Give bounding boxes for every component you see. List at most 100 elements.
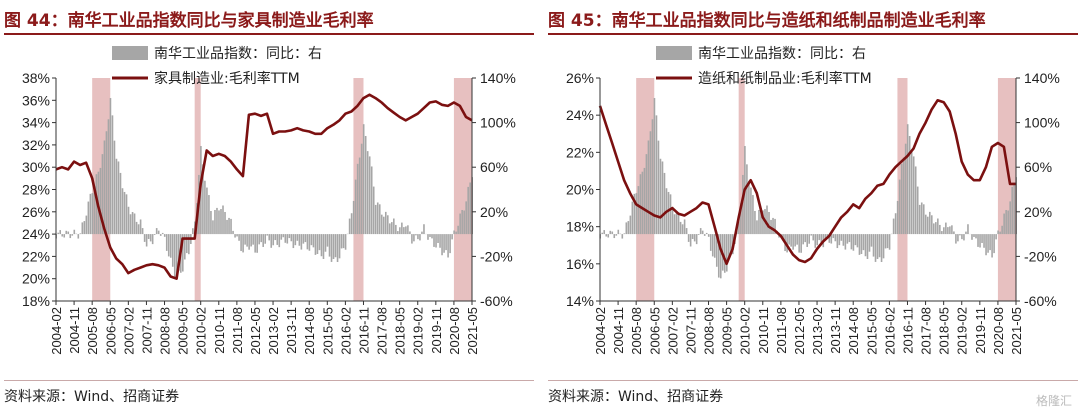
bar: [242, 234, 244, 253]
bar: [256, 234, 258, 253]
bar: [389, 223, 391, 235]
bar: [669, 194, 672, 235]
bar: [742, 174, 744, 235]
y-tick-label: 34%: [22, 115, 50, 131]
bar: [77, 234, 80, 239]
bar: [298, 234, 301, 246]
bar: [372, 186, 375, 235]
source-divider: [548, 380, 1078, 381]
bar: [364, 135, 367, 235]
bar: [631, 201, 634, 235]
x-tick-label: 2013-02: [266, 307, 281, 355]
bar: [244, 234, 246, 245]
bar: [908, 135, 911, 235]
x-tick-label: 2018-05: [937, 307, 952, 355]
bar: [882, 234, 885, 259]
bar: [127, 206, 130, 235]
bar: [987, 234, 989, 253]
x-tick-label: 2015-05: [864, 307, 879, 355]
x-tick-label: 2009-05: [720, 307, 735, 355]
x-tick-label: 2006-05: [103, 307, 118, 355]
bar: [117, 161, 120, 235]
bar: [1005, 209, 1007, 235]
bar: [623, 233, 626, 235]
bar: [266, 234, 269, 236]
bar: [854, 234, 857, 246]
bar: [437, 234, 439, 244]
bar: [820, 234, 823, 245]
y-tick-label: 26%: [22, 204, 50, 220]
x-tick-label: 2019-02: [955, 307, 970, 355]
bar: [276, 234, 279, 245]
bar: [1011, 186, 1013, 235]
bar: [613, 234, 616, 239]
bar: [175, 234, 178, 279]
bar: [655, 115, 658, 235]
bar: [294, 234, 297, 246]
bar: [405, 226, 407, 235]
y2-tick-label: 140%: [480, 70, 516, 86]
bar: [415, 234, 417, 236]
bar: [906, 124, 909, 235]
y-tick-label: 30%: [22, 159, 50, 175]
bar: [324, 234, 327, 252]
bar: [834, 234, 837, 242]
bar: [57, 232, 60, 235]
bar: [888, 234, 891, 250]
bar: [629, 215, 632, 235]
bar: [681, 224, 684, 235]
bar: [386, 215, 389, 235]
bar: [659, 158, 662, 235]
bar: [661, 161, 664, 235]
x-tick-label: 2010-02: [738, 307, 753, 355]
legend-swatch-bar: [112, 46, 148, 60]
bar: [417, 234, 419, 240]
shaded-period: [738, 78, 745, 301]
bar: [955, 234, 957, 244]
y2-tick-label: -60%: [480, 293, 513, 309]
bar: [67, 231, 70, 235]
bar: [169, 234, 172, 258]
bar: [939, 224, 941, 235]
bar: [900, 163, 903, 235]
bar: [981, 234, 983, 244]
bar: [951, 225, 953, 235]
bar: [912, 156, 915, 235]
bar: [699, 228, 702, 235]
y2-tick-label: 60%: [480, 159, 508, 175]
bar: [874, 234, 877, 262]
legend-label-line: 家具制造业:毛利率TTM: [154, 70, 300, 87]
y2-tick-label: -20%: [1024, 248, 1057, 264]
bar: [866, 234, 869, 259]
x-tick-label: 2021-05: [465, 307, 480, 355]
bar: [788, 234, 790, 245]
bar: [184, 234, 186, 260]
bar: [366, 151, 369, 235]
bar: [103, 140, 106, 235]
bar: [701, 230, 704, 235]
bar: [625, 222, 628, 235]
y2-tick-label: 100%: [1024, 115, 1060, 131]
y-tick-label: 28%: [22, 182, 50, 198]
bar: [914, 166, 917, 235]
bar: [252, 234, 254, 245]
bar: [451, 234, 453, 240]
y-tick-label: 16%: [566, 256, 594, 272]
bar: [844, 234, 847, 250]
bar: [673, 214, 676, 235]
bar: [838, 234, 841, 246]
y2-tick-label: -20%: [480, 248, 513, 264]
x-tick-label: 2011-08: [774, 307, 789, 354]
bar: [748, 180, 750, 235]
x-tick-label: 2013-11: [284, 307, 299, 354]
x-tick-label: 2007-02: [121, 307, 136, 355]
bar: [848, 234, 851, 243]
x-tick-label: 2004-02: [49, 307, 64, 355]
bar: [216, 207, 218, 235]
bar: [924, 214, 927, 235]
bar: [756, 220, 758, 235]
legend-label-bar: 南华工业品指数：同比：右: [698, 46, 866, 62]
bar: [856, 234, 859, 248]
bar: [403, 227, 405, 235]
bar: [306, 234, 309, 250]
